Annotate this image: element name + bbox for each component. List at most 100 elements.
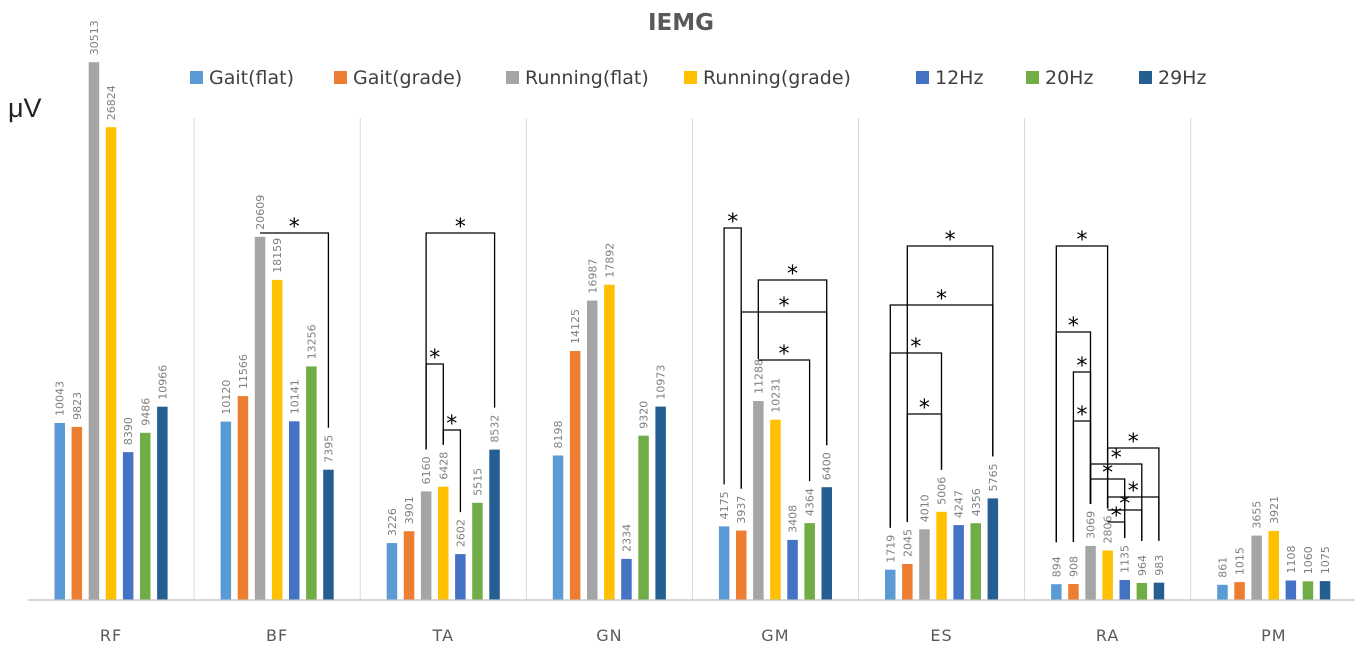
bar: [71, 426, 83, 600]
significance-bracket: *: [425, 346, 444, 450]
bar: [157, 406, 168, 600]
category-label: RF: [100, 626, 122, 645]
significance-star: *: [1128, 430, 1139, 455]
significance-bracket: *: [757, 262, 828, 446]
significance-star: *: [1102, 461, 1113, 486]
bar: [1251, 535, 1262, 600]
value-label: 26824: [105, 85, 118, 120]
legend-swatch: [916, 71, 929, 84]
bracket-line: [1089, 478, 1126, 538]
bracket-line: [1107, 509, 1143, 541]
legend-swatch: [1026, 71, 1039, 84]
value-label: 3408: [787, 505, 800, 533]
significance-star: *: [1128, 479, 1139, 504]
value-label: 3921: [1268, 496, 1281, 524]
significance-star: *: [727, 210, 738, 235]
bracket-line: [260, 232, 330, 428]
value-label: 4364: [804, 488, 817, 516]
bar: [403, 531, 415, 600]
bar: [271, 279, 283, 600]
significance-star: *: [936, 287, 947, 312]
legend-item: 20Hz: [1026, 67, 1093, 89]
value-label: 983: [1153, 555, 1166, 576]
significance-star: *: [1077, 228, 1088, 253]
significance-bracket: *: [1107, 504, 1126, 538]
bracket-line: [1106, 447, 1160, 541]
bars: [54, 62, 1331, 601]
significance-bracket: *: [442, 412, 462, 513]
category-label: RA: [1096, 626, 1119, 645]
bar: [323, 469, 334, 600]
bar: [220, 421, 232, 600]
value-label: 6400: [821, 452, 834, 480]
legend: Gait(flat) Gait(grade) Running(flat) Runnin…: [190, 67, 1206, 89]
bar: [1217, 584, 1228, 600]
bracket-line: [1055, 245, 1109, 543]
significance-bracket: *: [723, 210, 742, 489]
legend-label: Gait(flat): [209, 67, 294, 89]
bar: [770, 419, 781, 600]
bar: [386, 543, 398, 600]
value-label: 1075: [1319, 546, 1332, 574]
value-label: 5765: [987, 463, 1000, 491]
legend-label: 29Hz: [1158, 67, 1206, 89]
bracket-line: [906, 413, 943, 522]
bar: [753, 401, 764, 600]
value-label: 10973: [655, 365, 668, 400]
value-label: 8198: [552, 421, 565, 449]
bar: [655, 406, 666, 600]
significance-star: *: [455, 215, 466, 240]
bar: [455, 554, 466, 600]
significance-brackets: * *********************: [260, 210, 1160, 543]
significance-star: *: [1077, 403, 1088, 428]
legend-item: Running(grade): [684, 67, 851, 89]
significance-bracket: *: [1106, 479, 1160, 541]
significance-star: *: [1111, 504, 1122, 529]
bar: [736, 530, 747, 600]
value-label: 9823: [71, 392, 84, 420]
legend-item: 29Hz: [1139, 67, 1206, 89]
value-label: 894: [1050, 556, 1063, 577]
value-label: 20609: [254, 195, 267, 230]
bar: [122, 452, 134, 600]
significance-bracket: *: [906, 228, 994, 522]
bar: [587, 300, 598, 600]
bar: [936, 511, 947, 600]
value-label: 10043: [54, 381, 67, 416]
bracket-line: [442, 429, 462, 513]
bar: [1068, 584, 1079, 600]
bracket-line: [1072, 420, 1092, 542]
bar: [970, 523, 981, 600]
bar: [88, 62, 100, 600]
significance-bracket: *: [889, 335, 943, 528]
value-label: 11566: [237, 354, 250, 389]
value-label: 10120: [220, 380, 233, 415]
value-label: 4175: [718, 491, 731, 519]
significance-bracket: *: [260, 215, 330, 428]
category-separators: [193, 118, 1192, 600]
bar: [569, 351, 581, 600]
category-label: ES: [930, 626, 952, 645]
value-label: 10966: [156, 365, 169, 400]
bar: [1119, 580, 1130, 600]
bar: [1051, 584, 1062, 600]
value-label: 16987: [586, 259, 599, 294]
legend-label: 20Hz: [1045, 67, 1093, 89]
value-label: 2334: [621, 524, 634, 552]
significance-star: *: [1111, 446, 1122, 471]
legend-label: Running(grade): [703, 67, 851, 89]
legend-label: Running(flat): [525, 67, 649, 89]
value-label: 4356: [970, 488, 983, 516]
bar: [718, 526, 730, 600]
value-label: 30513: [88, 20, 101, 55]
bar: [54, 423, 65, 600]
bar: [289, 421, 300, 600]
significance-bracket: *: [1106, 430, 1160, 541]
value-labels: 10043 9823 30513 26824 8390 9486 10966 10120 115…: [54, 20, 1332, 578]
bar: [1153, 582, 1165, 600]
value-label: 861: [1217, 557, 1230, 578]
category-label: PM: [1261, 626, 1286, 645]
bar: [1085, 545, 1096, 600]
significance-star: *: [1077, 354, 1088, 379]
